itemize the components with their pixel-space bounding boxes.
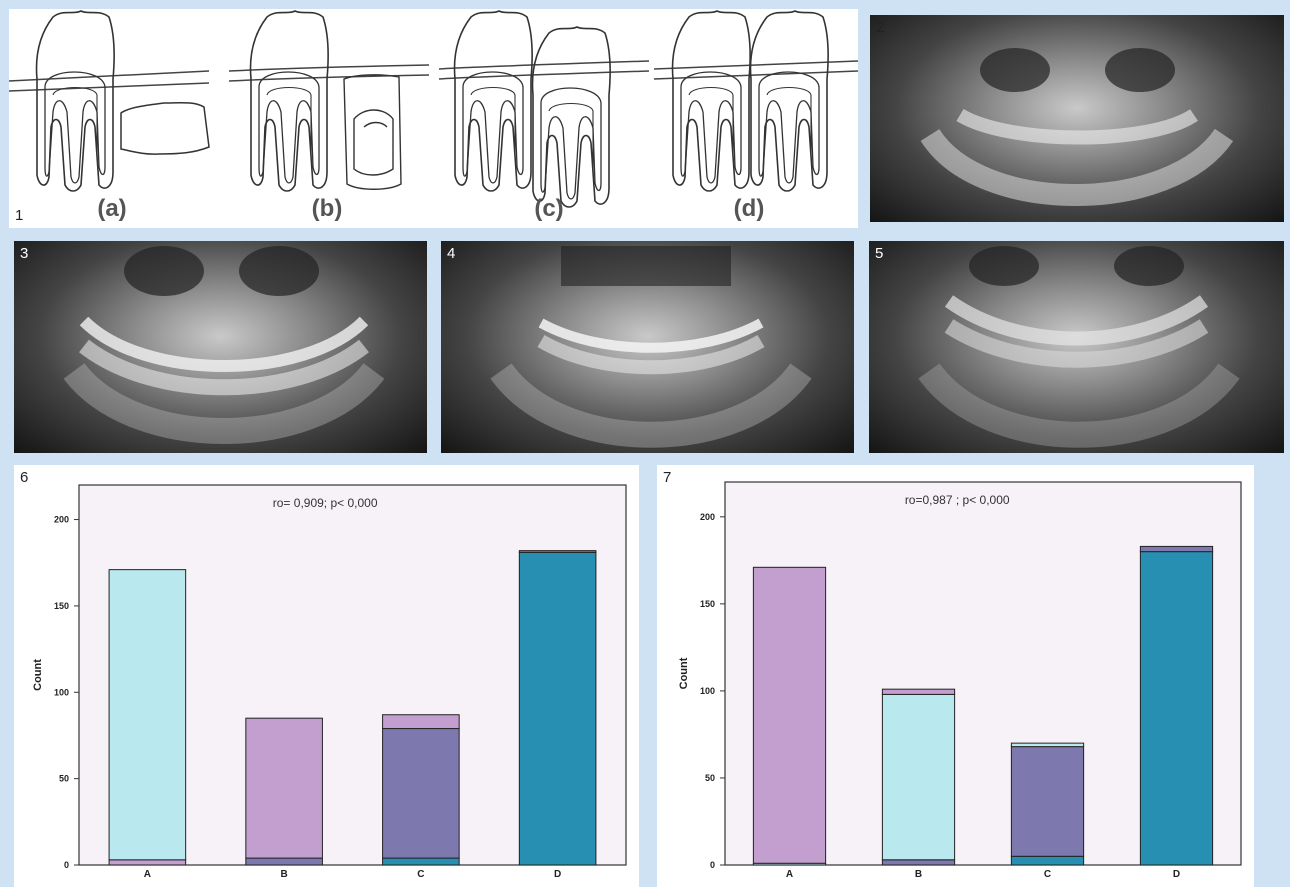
bar-segment: [382, 714, 460, 730]
panel-7-chart: 0 50 100 150 200 Count ro=0,987 ; p< 0,000 A B C D…: [657, 465, 1254, 887]
panel-number-6: 6: [20, 469, 29, 486]
unerupted-crown-a: [120, 101, 210, 155]
stacked-bar-chart-6: 0 50 100 150 200 Count ro= 0,909; p< 0,000 A B C D: [32, 484, 627, 880]
xray-jaw-3: [63, 246, 385, 444]
panel-5-xray: 5: [869, 241, 1284, 453]
bar-segment: [881, 859, 956, 866]
xray-jaw-5: [918, 246, 1240, 448]
bar-segment: [382, 857, 460, 866]
bar-segment: [1139, 551, 1214, 866]
x-tick-label: C: [1044, 869, 1051, 880]
y-tick-label: 50: [705, 773, 715, 783]
y-tick-label: 200: [54, 515, 69, 525]
xray-jaw-4: [490, 246, 812, 448]
chart-annotation: ro=0,987 ; p< 0,000: [905, 493, 1010, 507]
panel-number-5: 5: [875, 245, 884, 262]
bar-segment: [108, 569, 187, 861]
x-tick-label: B: [915, 869, 922, 880]
y-tick-label: 50: [59, 774, 69, 784]
bar-segment: [518, 550, 597, 553]
partial-tooth-b: [343, 74, 402, 190]
diagram-label-a: (a): [97, 195, 126, 222]
y-tick-label: 200: [700, 512, 715, 522]
x-tick-label: D: [1173, 869, 1180, 880]
bar-segment: [518, 551, 597, 866]
panel-2-xray: 2: [870, 15, 1284, 222]
panel-number-1: 1: [15, 207, 24, 224]
diagram-label-d: (d): [734, 195, 765, 222]
bar-segment: [1010, 855, 1085, 866]
bar-segment: [245, 857, 323, 866]
panel-number-3: 3: [20, 245, 29, 262]
x-tick-label: D: [554, 869, 561, 880]
y-axis-label: Count: [32, 659, 44, 691]
bar-segment: [382, 728, 460, 859]
y-tick-label: 0: [710, 860, 715, 870]
diagram-label-c: (c): [534, 195, 563, 222]
xray-jaw-2: [920, 48, 1234, 206]
panel-number-4: 4: [447, 245, 456, 262]
bar-segment: [752, 566, 827, 864]
stacked-bar-chart-7: 0 50 100 150 200 Count ro=0,987 ; p< 0,000 A B C D: [678, 481, 1242, 880]
bar-segment: [108, 859, 187, 866]
panel-number-7: 7: [663, 469, 672, 486]
bar-segment: [1010, 742, 1085, 748]
panel-4-xray: 4: [441, 241, 854, 453]
x-tick-label: A: [786, 869, 793, 880]
bar-segment: [881, 693, 956, 861]
panel-number-2: 2: [876, 19, 885, 36]
y-tick-label: 100: [700, 686, 715, 696]
tooth-diagram: (a) (b) (c) (d): [9, 10, 858, 222]
panel-1-tooth-diagram: (a) (b) (c) (d) 1: [9, 9, 858, 228]
bar-segment: [245, 717, 323, 859]
y-tick-label: 150: [54, 601, 69, 611]
panel-6-chart: 0 50 100 150 200 Count ro= 0,909; p< 0,000 A B C D…: [14, 465, 639, 887]
x-tick-label: C: [417, 869, 424, 880]
y-tick-label: 0: [64, 860, 69, 870]
y-tick-label: 150: [700, 599, 715, 609]
bar-segment: [881, 688, 956, 695]
bone-lines: [9, 60, 858, 92]
bar-segment: [1139, 545, 1214, 553]
panel-3-xray: 3: [14, 241, 427, 453]
y-axis-label: Count: [678, 657, 690, 689]
bar-segment: [1010, 746, 1085, 857]
chart-annotation: ro= 0,909; p< 0,000: [273, 496, 378, 510]
x-tick-label: A: [144, 869, 151, 880]
x-tick-label: B: [281, 869, 288, 880]
y-tick-label: 100: [54, 687, 69, 697]
diagram-label-b: (b): [312, 195, 343, 222]
